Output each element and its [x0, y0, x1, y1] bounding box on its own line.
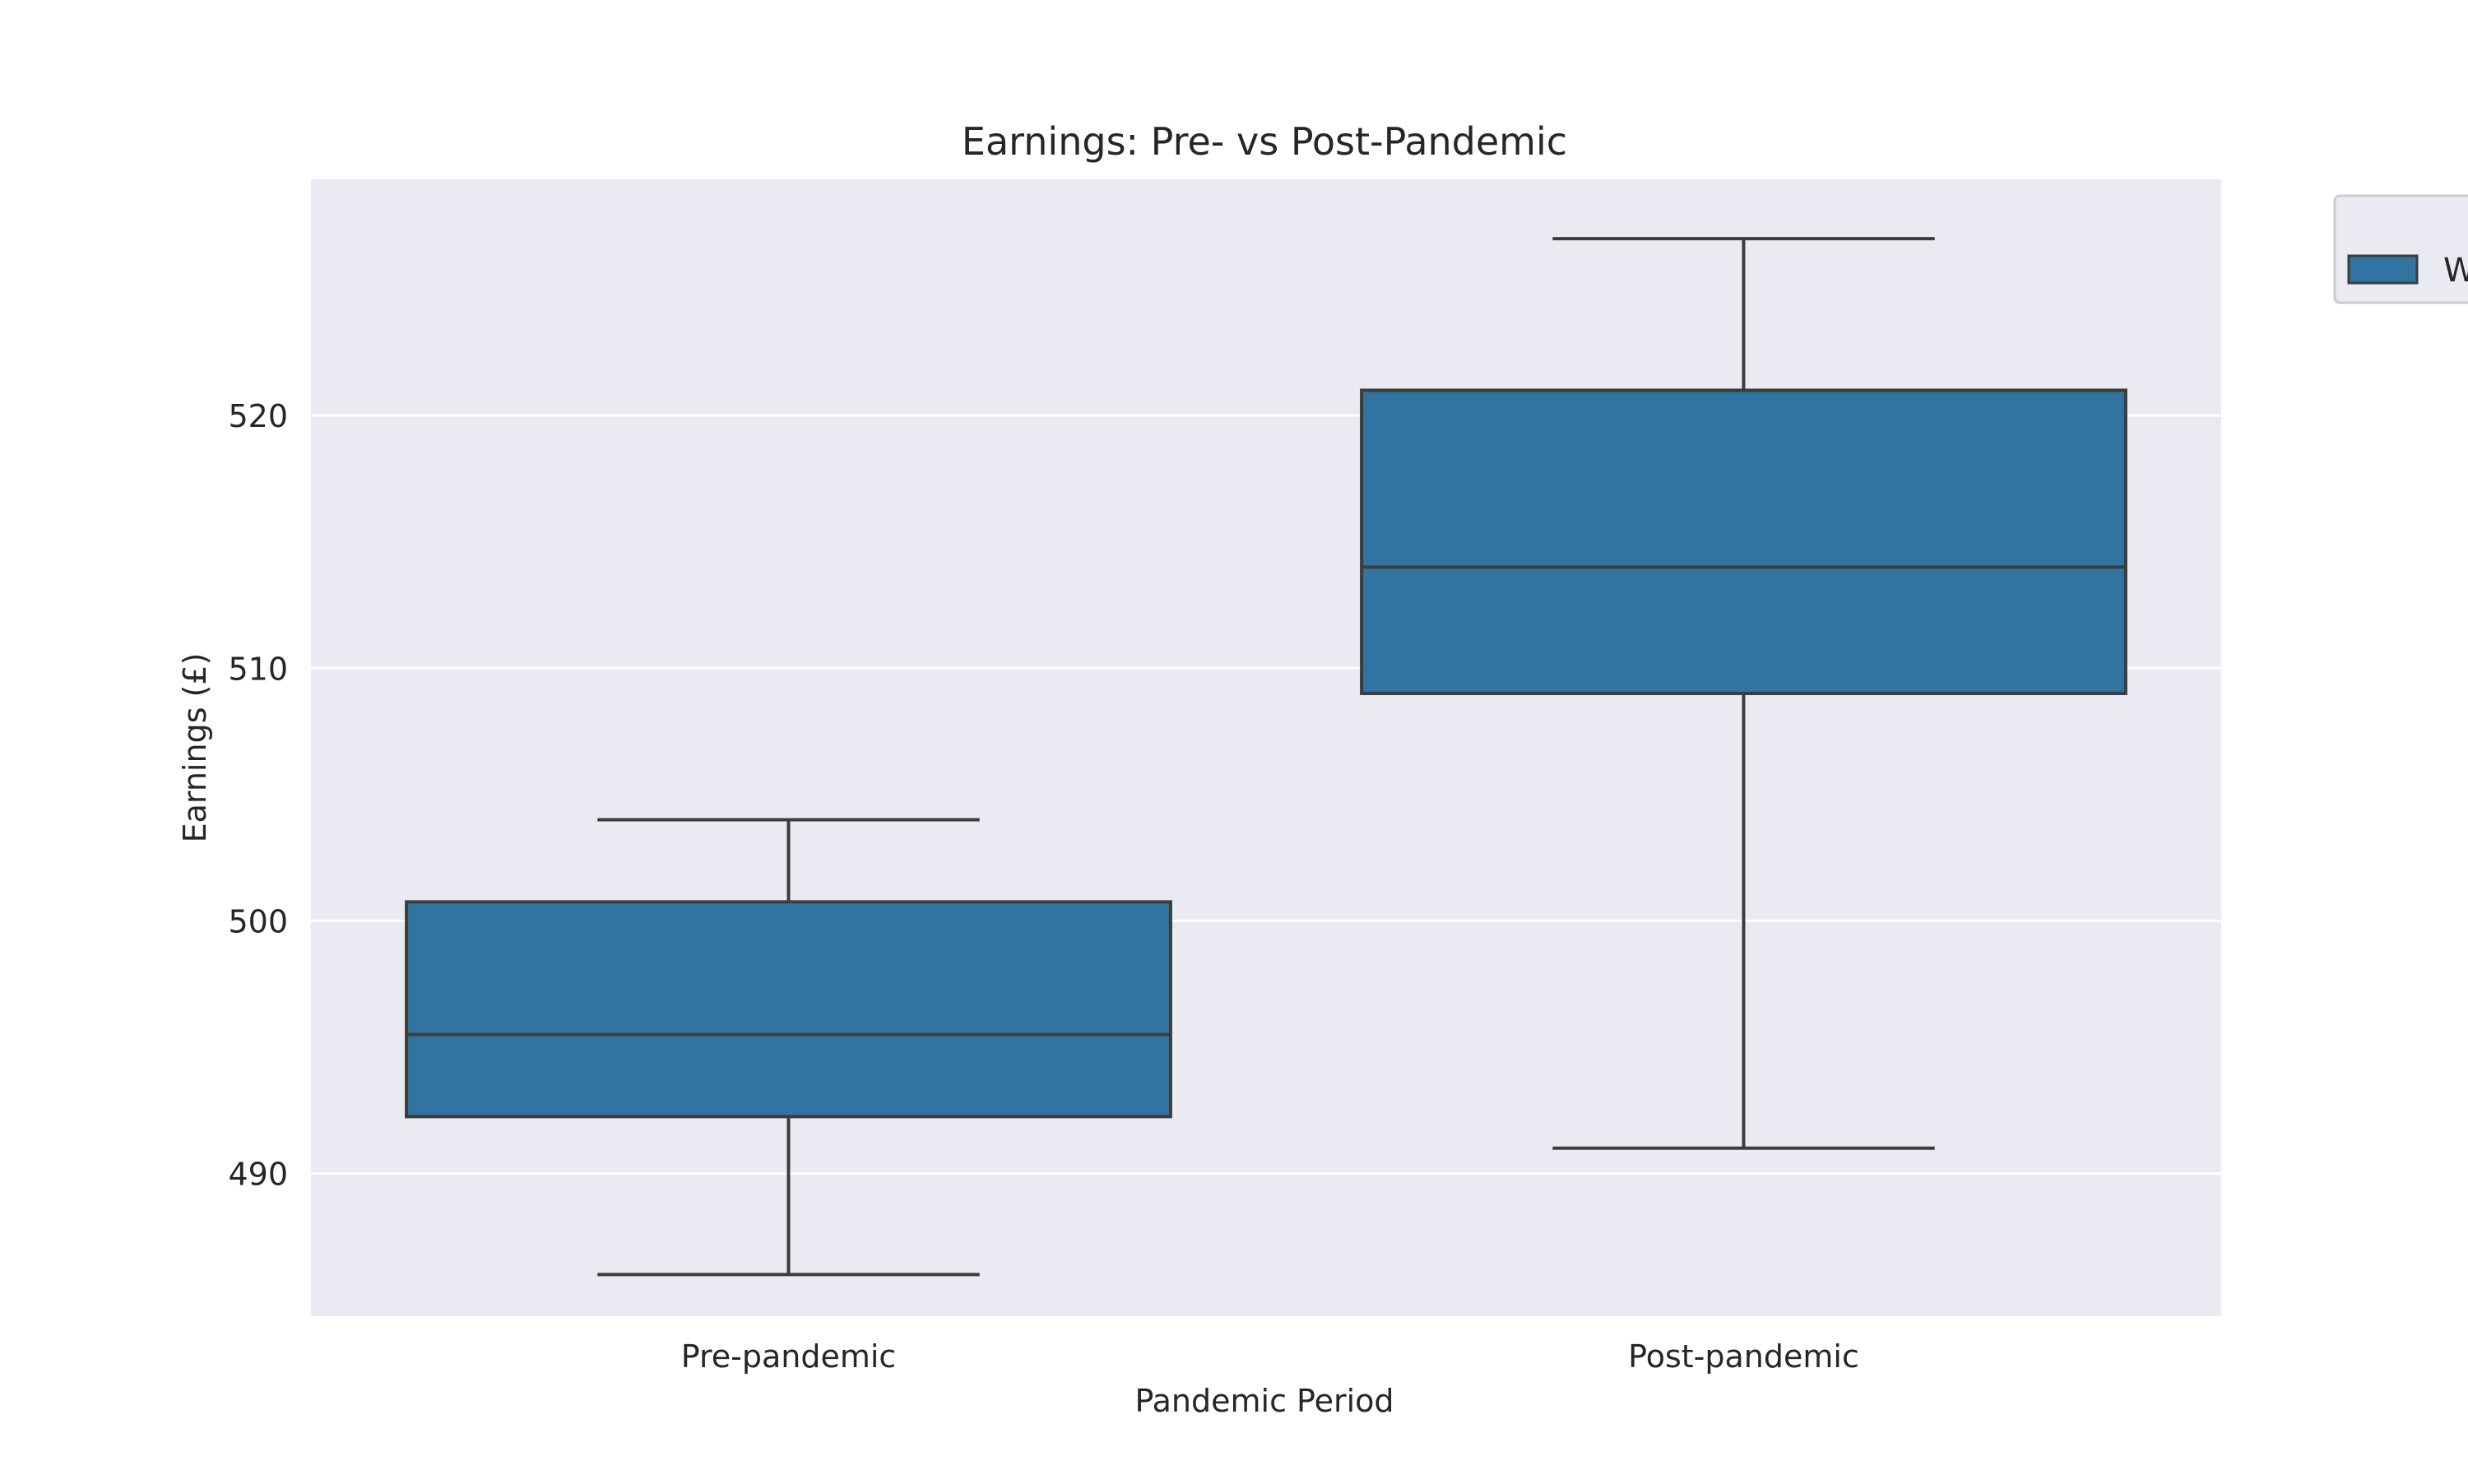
- y-tick-label-500: 500: [228, 903, 288, 939]
- legend-swatch: [2347, 254, 2419, 285]
- x-tick-label-pre-pandemic: Pre-pandemic: [681, 1338, 897, 1375]
- box-post-pandemic: [1360, 388, 2127, 695]
- legend[interactable]: W: [2333, 194, 2468, 304]
- boxes: [405, 237, 2127, 1277]
- y-axis-label: Earnings (£): [177, 653, 213, 843]
- x-axis-label: Pandemic Period: [1134, 1383, 1394, 1419]
- y-tick-label-520: 520: [228, 398, 288, 434]
- x-tick-labels: Pre-pandemic Post-pandemic: [681, 1338, 1859, 1375]
- y-tick-label-510: 510: [228, 651, 288, 687]
- plot-area: [311, 179, 2221, 1316]
- chart-title: Earnings: Pre- vs Post-Pandemic: [962, 119, 1567, 164]
- x-tick-label-post-pandemic: Post-pandemic: [1628, 1338, 1859, 1375]
- y-tick-labels: 490 500 510 520: [228, 398, 288, 1192]
- y-tick-label-490: 490: [228, 1156, 288, 1192]
- box-pre-pandemic: [405, 900, 1172, 1119]
- legend-entry-label: W: [2443, 252, 2468, 290]
